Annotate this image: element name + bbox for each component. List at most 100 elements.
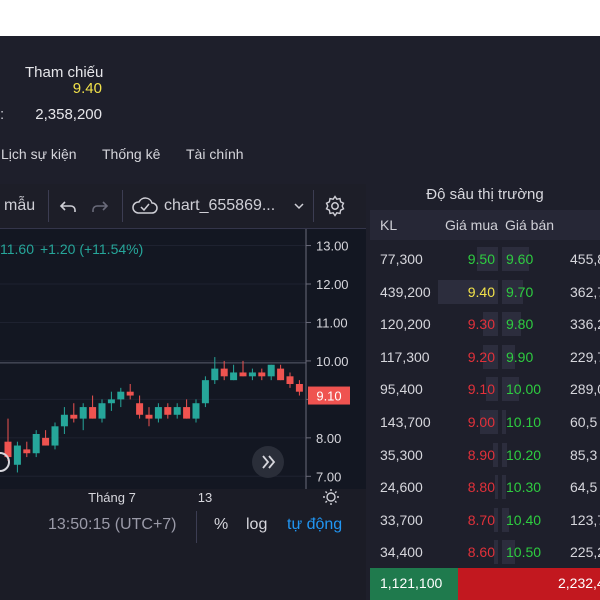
bid-volume-cell: 34,400: [380, 544, 423, 561]
bid-price-cell: 9.30: [467, 316, 495, 333]
y-tick-label: 11.00: [316, 315, 348, 330]
candle: [164, 403, 172, 419]
ask-volume-cell: 336,2: [570, 316, 600, 333]
tab-events[interactable]: Lịch sự kiện: [1, 146, 77, 162]
bid-volume-bar: [480, 410, 498, 434]
candle: [267, 364, 275, 381]
reset-button[interactable]: [0, 452, 10, 472]
candle: [248, 368, 256, 381]
bid-volume-bar: [495, 475, 498, 500]
change-value: +1.20 (+11.54%): [40, 241, 143, 257]
candle: [13, 441, 21, 473]
volume-value: 2,358,200: [35, 106, 102, 123]
depth-row[interactable]: 95,400 9.10 10.00 289,0: [370, 374, 600, 404]
depth-row[interactable]: 34,400 8.60 10.50 225,2: [370, 537, 600, 567]
depth-header: KL Giá mua Giá bán: [370, 210, 600, 240]
bid-volume-bar: [477, 247, 498, 271]
ask-volume-cell: 289,0: [570, 381, 600, 398]
ask-price-cell: 9.80: [506, 316, 534, 333]
header-volume: KL: [380, 217, 398, 233]
bid-volume-bar: [438, 279, 498, 304]
candle: [126, 384, 134, 400]
bid-volume-cell: 120,200: [380, 316, 431, 333]
candle: [117, 387, 125, 408]
depth-row[interactable]: 24,600 8.80 10.30 64,5: [370, 472, 600, 502]
toolbar-divider: [196, 511, 197, 543]
cloud-check-icon: [132, 197, 158, 214]
candle: [136, 395, 144, 419]
chart-layout-name[interactable]: chart_655869...: [164, 197, 276, 214]
reference-label: Tham chiếu: [25, 64, 104, 81]
bid-price-cell: 9.50: [467, 251, 495, 267]
gear-icon[interactable]: [323, 194, 347, 218]
depth-row[interactable]: 33,700 8.70 10.40 123,7: [370, 505, 600, 535]
ask-price-cell: 10.10: [506, 414, 542, 430]
x-tick-label: 13: [198, 490, 212, 505]
candle: [51, 422, 59, 450]
bid-price-cell: 9.10: [467, 381, 495, 398]
toolbar-divider: [122, 190, 123, 222]
y-tick-label: 10.00: [316, 354, 349, 369]
y-tick-label: 12.00: [316, 277, 349, 292]
log-toggle[interactable]: log: [246, 516, 268, 533]
candle: [4, 418, 12, 461]
ask-volume-cell: 64,5: [570, 479, 598, 496]
bid-price-cell: 9.40: [467, 283, 495, 300]
ask-volume-bar: [502, 507, 509, 532]
auto-scale-toggle[interactable]: tự động: [287, 516, 343, 533]
candle: [145, 407, 153, 427]
candle: [89, 395, 97, 419]
total-buy-bar: 1,121,100: [370, 568, 458, 600]
bid-volume-cell: 143,700: [380, 414, 431, 430]
depth-row[interactable]: 143,700 9.00 10.10 60,5: [370, 407, 600, 437]
reference-value: 9.40: [72, 80, 102, 97]
candle: [70, 403, 78, 423]
candle: [192, 399, 200, 423]
ask-price-cell: 10.50: [506, 544, 542, 561]
chevron-down-icon[interactable]: [290, 194, 308, 218]
bid-volume-bar: [493, 442, 498, 467]
ask-volume-cell: 85,3: [570, 446, 598, 463]
depth-row[interactable]: 35,300 8.90 10.20 85,3: [370, 440, 600, 470]
candle: [32, 430, 40, 458]
chart-bottom-bar: 13:50:15 (UTC+7) % log tự động: [0, 506, 366, 548]
bid-price-cell: 8.90: [467, 446, 495, 463]
header-ask: Giá bán: [505, 217, 555, 233]
candle: [201, 376, 209, 408]
total-sell-bar: 2,232,4: [458, 568, 600, 600]
toolbar-divider: [48, 190, 49, 222]
redo-icon[interactable]: [88, 194, 112, 218]
bid-price-cell: 9.00: [467, 414, 495, 430]
candle: [107, 391, 115, 411]
template-button[interactable]: mẫu: [4, 197, 36, 214]
depth-row[interactable]: 77,300 9.50 9.60 455,8: [370, 244, 600, 274]
scroll-to-latest-button[interactable]: [252, 446, 284, 478]
ask-price-cell: 9.60: [506, 251, 534, 267]
total-buy-volume: 1,121,100: [380, 575, 443, 591]
percent-toggle[interactable]: %: [214, 516, 229, 533]
depth-row[interactable]: 117,300 9.20 9.90 229,7: [370, 342, 600, 372]
bid-volume-cell: 77,300: [380, 251, 423, 267]
ask-volume-bar: [502, 410, 506, 434]
ask-price-cell: 10.20: [506, 446, 542, 463]
bid-price-cell: 8.60: [467, 544, 495, 561]
candle: [42, 430, 50, 446]
depth-row[interactable]: 439,200 9.40 9.70 362,7: [370, 277, 600, 307]
ask-volume-bar: [502, 312, 521, 337]
depth-row[interactable]: 120,200 9.30 9.80 336,2: [370, 309, 600, 339]
x-tick-label: Tháng 7: [88, 490, 136, 505]
price-badge: 9.10: [308, 386, 350, 405]
candle: [98, 399, 106, 423]
candle: [230, 364, 238, 381]
undo-icon[interactable]: [56, 194, 80, 218]
ask-volume-cell: 455,8: [570, 251, 600, 267]
bid-volume-cell: 35,300: [380, 446, 423, 463]
tab-statistics[interactable]: Thống kê: [102, 146, 161, 162]
tab-finance[interactable]: Tài chính: [186, 146, 244, 162]
candle: [220, 360, 228, 381]
ask-volume-bar: [502, 377, 519, 402]
sun-settings-icon[interactable]: [323, 489, 339, 505]
ask-volume-bar: [502, 442, 507, 467]
